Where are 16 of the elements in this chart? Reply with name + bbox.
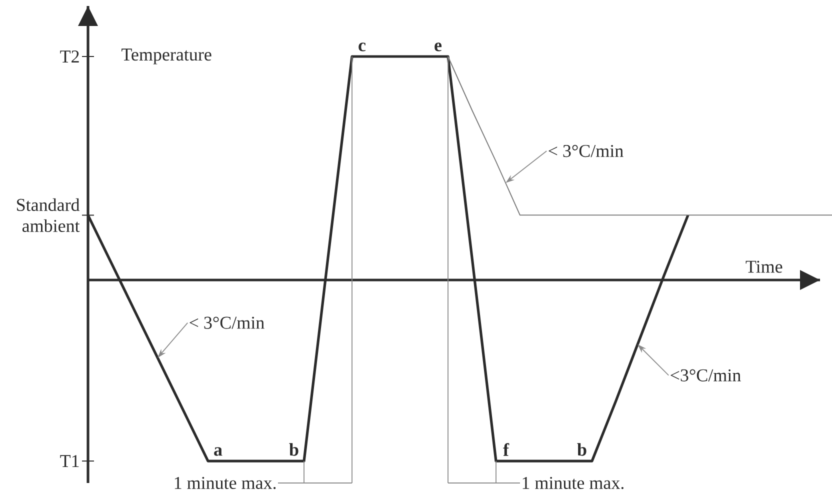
annotation: a <box>214 447 222 456</box>
annotation: < 3°C/min <box>190 316 264 329</box>
annotation: b <box>577 443 586 456</box>
text: T2 <box>60 50 79 62</box>
y-axis-title: Temperature <box>122 48 212 64</box>
text: e <box>434 42 442 52</box>
text: c <box>358 42 366 52</box>
annotation: <3°C/min <box>670 369 741 382</box>
x-axis-title: Time <box>746 260 782 273</box>
text: 1 minute max. <box>522 476 624 490</box>
annotation: f <box>503 443 510 456</box>
text: T1 <box>60 455 79 467</box>
text: Standard ambient <box>17 198 80 232</box>
annotation: b <box>289 443 298 456</box>
annotation: < 3°C/min <box>548 144 624 158</box>
text: 1 minute max. <box>174 476 276 490</box>
